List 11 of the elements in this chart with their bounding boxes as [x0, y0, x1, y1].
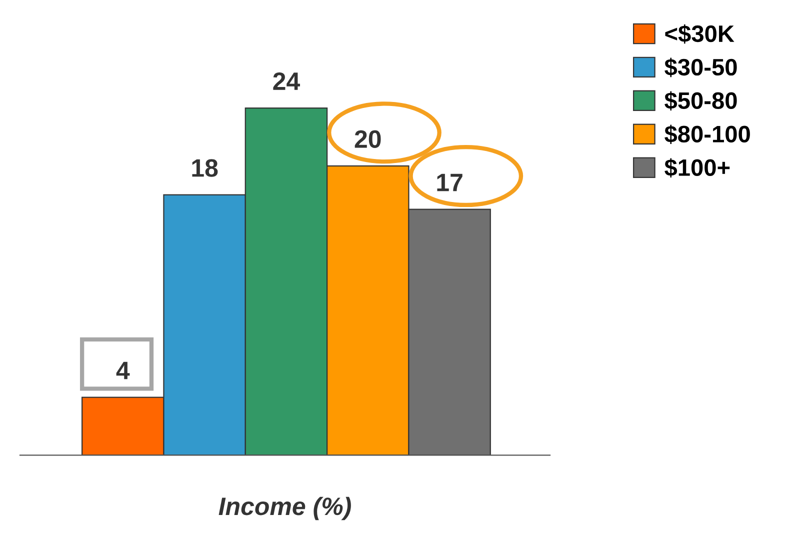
data-label: 4 — [116, 362, 130, 380]
data-label: 20 — [354, 130, 381, 148]
legend-label: $30-50 — [664, 58, 737, 78]
data-label: 24 — [273, 72, 300, 90]
data-label: 17 — [437, 174, 462, 192]
data-label: 18 — [192, 159, 218, 177]
legend-label: $50-80 — [664, 91, 737, 111]
legend-label: $80-100 — [664, 124, 750, 144]
legend-label: <$30K — [665, 24, 734, 44]
legend-label: $100+ — [664, 158, 730, 178]
x-axis-title: Income (%) — [218, 496, 351, 520]
